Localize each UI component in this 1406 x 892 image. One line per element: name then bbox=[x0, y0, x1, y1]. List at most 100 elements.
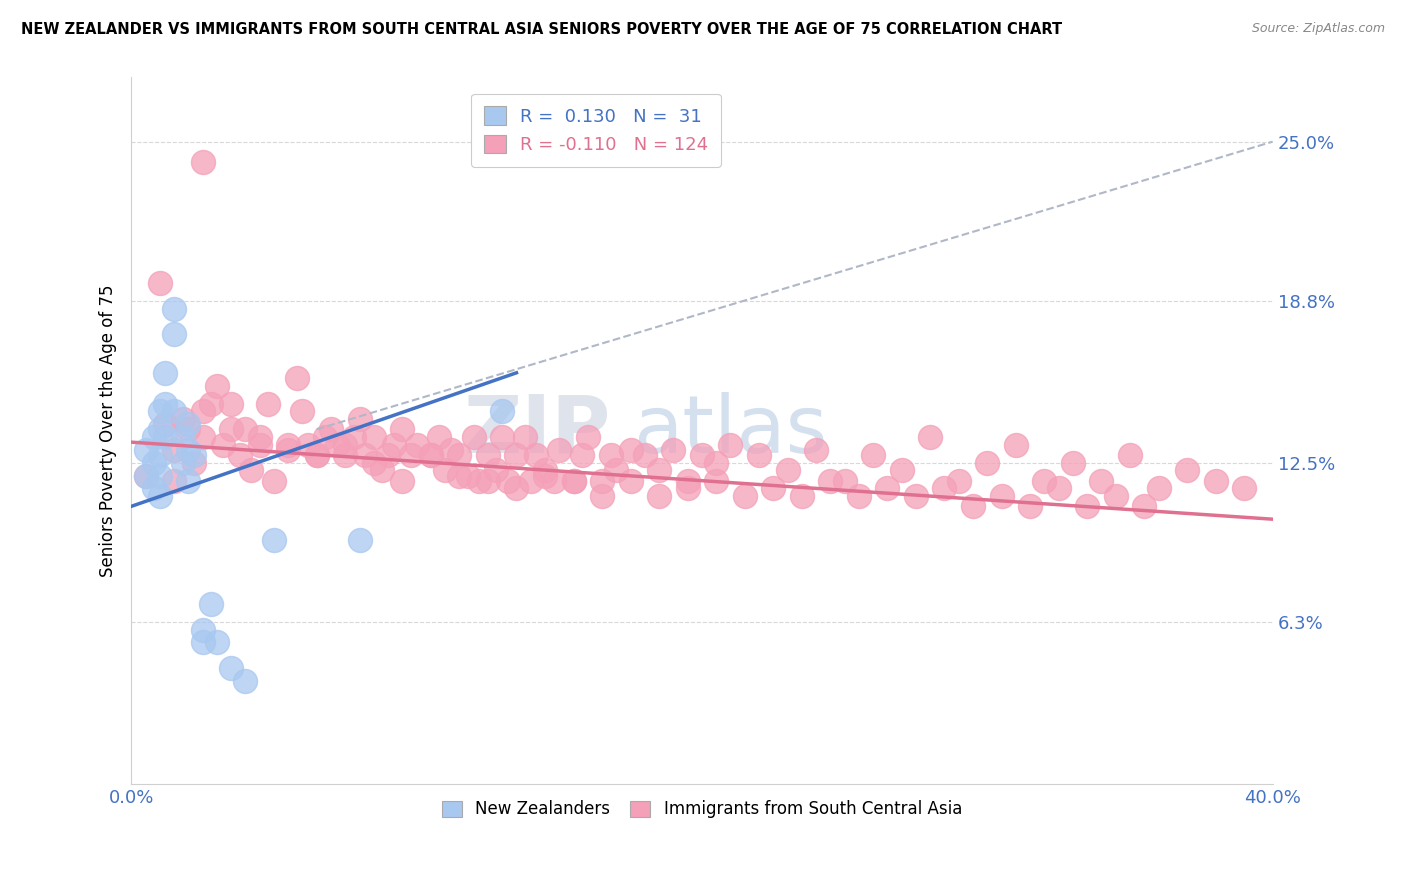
Point bbox=[505, 448, 527, 462]
Point bbox=[155, 417, 177, 432]
Point bbox=[200, 597, 222, 611]
Point bbox=[720, 438, 742, 452]
Point bbox=[235, 422, 257, 436]
Point bbox=[762, 482, 785, 496]
Point bbox=[1133, 500, 1156, 514]
Text: atlas: atlas bbox=[634, 392, 828, 469]
Point bbox=[319, 422, 342, 436]
Point bbox=[228, 448, 250, 462]
Point bbox=[257, 396, 280, 410]
Point bbox=[1062, 456, 1084, 470]
Point bbox=[405, 438, 427, 452]
Point bbox=[277, 442, 299, 457]
Point bbox=[934, 482, 956, 496]
Point bbox=[149, 448, 172, 462]
Text: Source: ZipAtlas.com: Source: ZipAtlas.com bbox=[1251, 22, 1385, 36]
Point bbox=[1076, 500, 1098, 514]
Point bbox=[205, 378, 228, 392]
Point bbox=[429, 430, 451, 444]
Point bbox=[177, 417, 200, 432]
Point bbox=[149, 468, 172, 483]
Point bbox=[634, 448, 657, 462]
Point bbox=[325, 438, 347, 452]
Point bbox=[399, 448, 422, 462]
Point bbox=[990, 489, 1012, 503]
Point bbox=[1004, 438, 1026, 452]
Point bbox=[834, 474, 856, 488]
Point bbox=[219, 422, 242, 436]
Point bbox=[191, 404, 214, 418]
Point bbox=[163, 301, 186, 316]
Point bbox=[191, 635, 214, 649]
Point bbox=[391, 474, 413, 488]
Point bbox=[205, 635, 228, 649]
Text: ZIP: ZIP bbox=[464, 392, 610, 469]
Point bbox=[1233, 482, 1256, 496]
Point bbox=[191, 623, 214, 637]
Point bbox=[463, 430, 485, 444]
Point bbox=[543, 474, 565, 488]
Point bbox=[163, 474, 186, 488]
Point bbox=[790, 489, 813, 503]
Point bbox=[599, 448, 621, 462]
Point bbox=[662, 442, 685, 457]
Point bbox=[183, 448, 205, 462]
Point bbox=[163, 442, 186, 457]
Point bbox=[285, 371, 308, 385]
Point bbox=[449, 468, 471, 483]
Point bbox=[419, 448, 441, 462]
Point bbox=[191, 430, 214, 444]
Point bbox=[134, 468, 156, 483]
Point bbox=[172, 456, 194, 470]
Point bbox=[149, 276, 172, 290]
Point bbox=[391, 422, 413, 436]
Point bbox=[690, 448, 713, 462]
Point bbox=[1033, 474, 1056, 488]
Point bbox=[377, 448, 399, 462]
Point bbox=[513, 430, 536, 444]
Point bbox=[704, 456, 727, 470]
Point bbox=[1205, 474, 1227, 488]
Point bbox=[177, 442, 200, 457]
Point bbox=[468, 474, 491, 488]
Point bbox=[948, 474, 970, 488]
Point bbox=[297, 438, 319, 452]
Point bbox=[163, 404, 186, 418]
Point bbox=[505, 482, 527, 496]
Point bbox=[219, 661, 242, 675]
Point bbox=[605, 463, 627, 477]
Point bbox=[155, 396, 177, 410]
Point bbox=[548, 442, 571, 457]
Point bbox=[183, 456, 205, 470]
Point bbox=[562, 474, 585, 488]
Point bbox=[920, 430, 942, 444]
Point bbox=[1090, 474, 1112, 488]
Point bbox=[149, 422, 172, 436]
Point bbox=[191, 155, 214, 169]
Point bbox=[620, 442, 643, 457]
Point bbox=[491, 430, 513, 444]
Point bbox=[676, 474, 699, 488]
Point bbox=[848, 489, 870, 503]
Text: NEW ZEALANDER VS IMMIGRANTS FROM SOUTH CENTRAL ASIA SENIORS POVERTY OVER THE AGE: NEW ZEALANDER VS IMMIGRANTS FROM SOUTH C… bbox=[21, 22, 1062, 37]
Point bbox=[804, 442, 827, 457]
Point bbox=[363, 430, 385, 444]
Point bbox=[485, 463, 508, 477]
Point bbox=[200, 396, 222, 410]
Point bbox=[434, 463, 457, 477]
Point bbox=[862, 448, 884, 462]
Point bbox=[496, 474, 519, 488]
Point bbox=[1147, 482, 1170, 496]
Point bbox=[419, 448, 441, 462]
Point bbox=[562, 474, 585, 488]
Point bbox=[143, 430, 166, 444]
Point bbox=[263, 474, 285, 488]
Legend: New Zealanders, Immigrants from South Central Asia: New Zealanders, Immigrants from South Ce… bbox=[436, 794, 969, 825]
Point bbox=[648, 463, 671, 477]
Point bbox=[491, 404, 513, 418]
Point bbox=[240, 463, 263, 477]
Point bbox=[263, 533, 285, 547]
Point bbox=[526, 448, 548, 462]
Point bbox=[776, 463, 799, 477]
Point bbox=[155, 366, 177, 380]
